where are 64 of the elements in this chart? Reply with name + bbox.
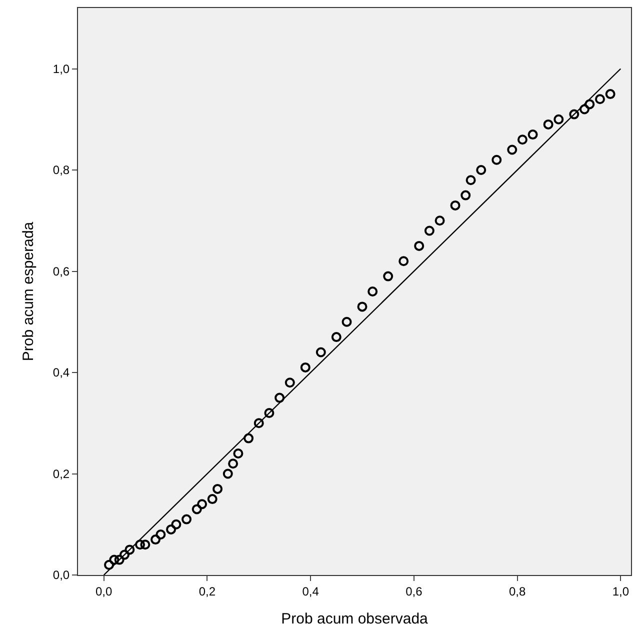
point: [476, 165, 486, 175]
point: [383, 271, 394, 282]
point: [507, 144, 518, 155]
point: [171, 519, 182, 530]
point: [156, 530, 166, 540]
point: [300, 362, 310, 372]
y-tick-label: 0,8: [52, 163, 70, 178]
point: [579, 104, 590, 114]
point: [605, 89, 616, 100]
point: [569, 109, 580, 120]
point: [368, 286, 378, 296]
point: [233, 448, 244, 458]
point: [492, 154, 502, 165]
point: [434, 216, 445, 226]
point: [135, 540, 146, 550]
point: [460, 190, 471, 200]
point: [284, 378, 295, 388]
point: [150, 534, 161, 545]
point: [254, 418, 264, 428]
x-tick-label: 0,4: [302, 584, 320, 598]
point: [212, 484, 223, 494]
point: [192, 504, 202, 514]
y-tick-label: 0,0: [52, 568, 70, 582]
point: [316, 347, 326, 358]
y-tick-label: 0,2: [52, 466, 70, 481]
point: [414, 240, 424, 251]
x-tick-label: 0,0: [95, 584, 113, 598]
point: [554, 114, 564, 124]
point: [528, 130, 538, 140]
point: [517, 134, 528, 145]
y-tick-label: 0,6: [52, 264, 70, 278]
x-tick-label: 1,0: [612, 584, 630, 598]
point: [331, 332, 342, 342]
point: [342, 316, 352, 327]
point: [424, 226, 434, 236]
point: [274, 392, 285, 403]
point: [197, 499, 208, 510]
point: [228, 458, 238, 469]
x-tick-label: 0,2: [198, 584, 216, 598]
point: [114, 554, 124, 565]
point: [398, 256, 409, 266]
point: [244, 433, 254, 444]
point: [594, 94, 605, 104]
point: [120, 550, 130, 560]
x-axis-title: Prob acum observada: [281, 610, 429, 628]
point: [466, 175, 476, 186]
point: [182, 514, 192, 524]
y-tick-label: 0,4: [52, 366, 70, 380]
point: [584, 99, 595, 110]
point: [357, 302, 368, 312]
point: [264, 408, 274, 418]
point: [166, 524, 176, 534]
point: [124, 544, 135, 555]
point: [207, 494, 218, 504]
point: [450, 200, 460, 210]
point: [109, 554, 120, 565]
x-tick-label: 0,6: [406, 584, 423, 598]
y-axis-title: Prob acum esperada: [20, 221, 38, 362]
point: [104, 560, 114, 570]
x-tick-label: 0,8: [508, 584, 526, 598]
point: [222, 468, 233, 479]
y-tick-label: 1,0: [52, 62, 70, 76]
point: [543, 119, 554, 130]
point: [140, 540, 150, 550]
